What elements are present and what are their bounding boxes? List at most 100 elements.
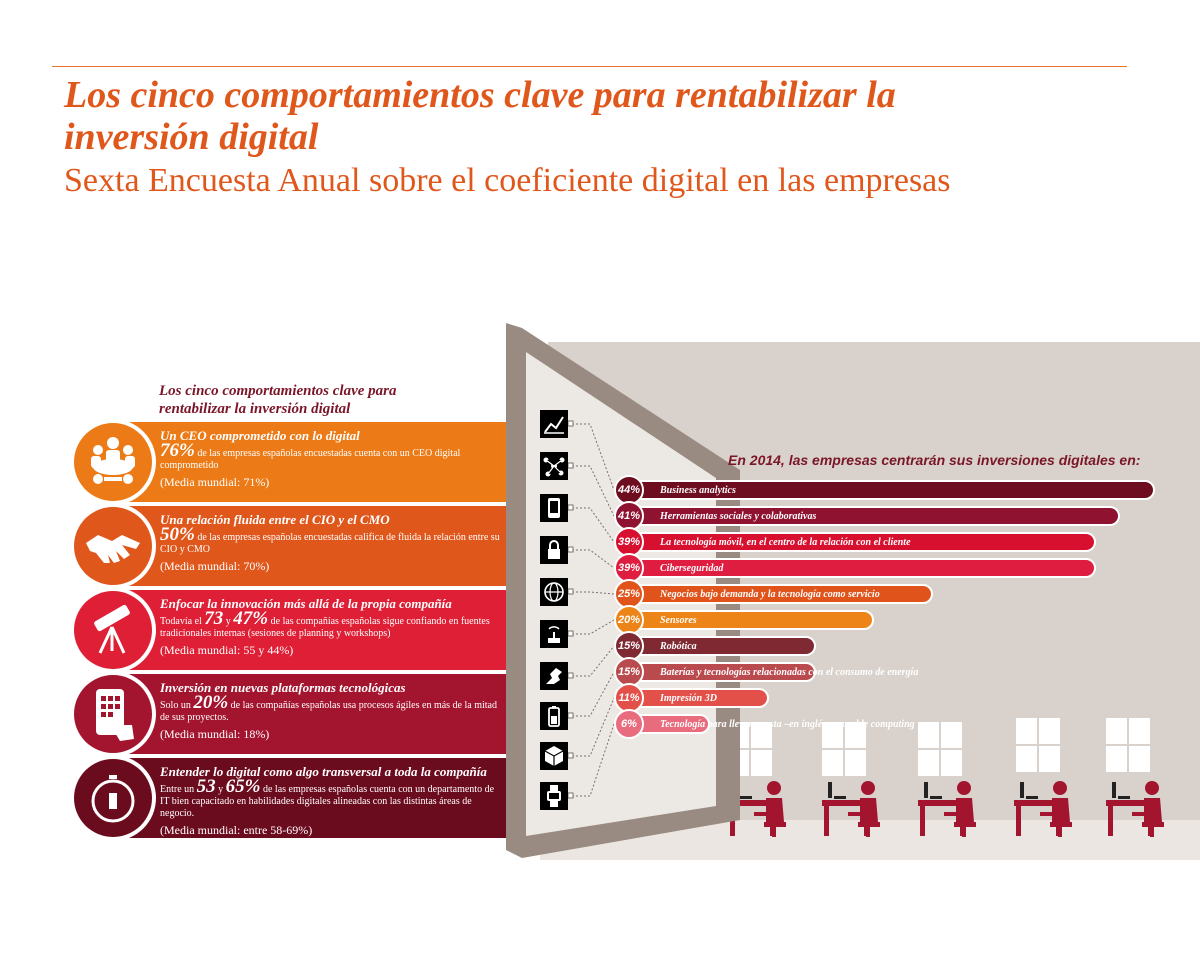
icon-connector-node: [567, 792, 574, 799]
bar-category-label: Tecnología para llevar puesta –en inglés…: [660, 719, 915, 730]
behavior-badge: [70, 755, 156, 841]
behavior-heading: Un CEO comprometido con lo digital: [160, 428, 360, 443]
behavior-media: (Media mundial: 18%): [160, 727, 270, 741]
globe-icon: [540, 578, 568, 606]
chart-title: En 2014, las empresas centrarán sus inve…: [728, 452, 1141, 468]
sensor-icon: [540, 620, 568, 648]
behavior-badge: [70, 419, 156, 505]
bar-category-label: Robótica: [660, 641, 697, 652]
icon-connector-line: [568, 723, 615, 797]
behavior-text: Entre un 53 y 65% de las empresas españo…: [160, 776, 495, 819]
behavior-row: Enfocar la innovación más allá de la pro…: [70, 587, 516, 673]
line-chart-icon: [540, 410, 568, 438]
icon-connector-line: [568, 465, 615, 517]
icon-connector-line: [568, 507, 615, 543]
bar-value-label: 39%: [614, 553, 644, 583]
behavior-value: 73: [204, 608, 224, 629]
bar-category-label: Business analytics: [660, 485, 736, 496]
office-worker: [918, 781, 976, 837]
behavior-row: Una relación fluida entre el CIO y el CM…: [70, 503, 516, 589]
behavior-heading: Entender lo digital como algo transversa…: [160, 764, 487, 779]
behavior-badge: [70, 503, 156, 589]
bar-value-label: 6%: [614, 709, 644, 739]
chart-bar: Baterías y tecnologías relacionadas con …: [640, 662, 918, 682]
icon-connector-line: [568, 645, 615, 677]
behavior-band: [116, 758, 516, 838]
bar-category-label: La tecnología móvil, en el centro de la …: [660, 537, 911, 548]
behavior-text: Todavía el 73 y 47% de las compañías esp…: [160, 608, 490, 639]
bar-category-label: Ciberseguridad: [660, 563, 724, 574]
office-window: [918, 722, 962, 776]
behaviors-title: Los cinco comportamientos clave para ren…: [159, 383, 397, 417]
chart-bar: Business analytics: [640, 480, 1155, 500]
icon-connector-node: [567, 420, 574, 427]
behavior-band: [116, 590, 516, 670]
chart-bar: Negocios bajo demanda y la tecnología co…: [640, 584, 933, 604]
chart-bar: Herramientas sociales y colaborativas: [640, 506, 1120, 526]
icon-connector-line: [568, 697, 615, 757]
bar-category-label: Baterías y tecnologías relacionadas con …: [660, 667, 919, 678]
chart-bar: Tecnología para llevar puesta –en inglés…: [640, 714, 915, 734]
bar-value-label: 15%: [614, 657, 644, 687]
behavior-band: [116, 674, 516, 754]
behavior-value-2: 65%: [225, 776, 261, 797]
office-windows: [728, 718, 1150, 776]
top-rule: [52, 66, 1127, 67]
behavior-row: Entender lo digital como algo transversa…: [70, 755, 516, 841]
behavior-media: (Media mundial: 55 y 44%): [160, 643, 294, 657]
icon-connector-node: [567, 462, 574, 469]
bar-category-label: Sensores: [660, 615, 697, 626]
behavior-badge: [70, 671, 156, 757]
behavior-badge: [70, 587, 156, 673]
behavior-heading: Una relación fluida entre el CIO y el CM…: [160, 512, 390, 527]
robot-arm-icon: [540, 662, 568, 690]
office-worker: [822, 781, 880, 837]
icon-connector-line: [568, 591, 615, 595]
office-window: [822, 722, 866, 776]
network-icon: [540, 452, 568, 480]
battery-icon: [540, 702, 568, 730]
icon-connector-line: [568, 423, 615, 491]
office-window: [1106, 718, 1150, 772]
behavior-media: (Media mundial: 70%): [160, 559, 270, 573]
bar-category-label: Negocios bajo demanda y la tecnología co…: [660, 589, 880, 600]
mobile-device-icon: [540, 494, 568, 522]
bar-value-label: 25%: [614, 579, 644, 609]
icon-connectors: [567, 420, 615, 799]
behavior-value: 76%: [160, 440, 195, 461]
icon-connector-node: [567, 630, 574, 637]
behavior-heading: Inversión en nuevas plataformas tecnológ…: [160, 680, 406, 695]
behavior-media: (Media mundial: 71%): [160, 475, 270, 489]
behavior-row: Inversión en nuevas plataformas tecnológ…: [70, 671, 516, 757]
icon-connector-node: [567, 752, 574, 759]
chart-bar: Ciberseguridad: [640, 558, 1097, 578]
behavior-band: [116, 422, 516, 502]
office-worker: [1106, 781, 1164, 837]
behavior-value: 53: [196, 776, 216, 797]
office-workers: [728, 781, 1164, 837]
behavior-heading: Enfocar la innovación más allá de la pro…: [160, 596, 452, 611]
bar-value-label: 44%: [614, 475, 644, 505]
behavior-value: 20%: [193, 692, 229, 713]
behavior-text: 50% de las empresas españolas encuestada…: [160, 524, 500, 555]
icon-connector-node: [567, 672, 574, 679]
chart-bar: Sensores: [640, 610, 875, 630]
icon-connector-node: [567, 504, 574, 511]
chart-bar: Robótica: [640, 636, 816, 656]
chart-bar: La tecnología móvil, en el centro de la …: [640, 532, 1097, 552]
page-subtitle: Sexta Encuesta Anual sobre el coeficient…: [64, 162, 951, 199]
icon-connector-line: [568, 619, 615, 635]
bar-category-label: Herramientas sociales y colaborativas: [660, 511, 817, 522]
icon-connector-line: [568, 671, 615, 717]
office-worker: [1014, 781, 1072, 837]
office-window: [1016, 718, 1060, 772]
icon-connector-line: [568, 549, 615, 569]
icon-connector-node: [567, 712, 574, 719]
behavior-row: Un CEO comprometido con lo digital 76% de…: [70, 419, 516, 505]
wearable-watch-icon: [540, 782, 568, 810]
chart-bar: Impresión 3D: [640, 688, 769, 708]
behavior-value-2: 47%: [233, 608, 269, 629]
page-title: Los cinco comportamientos clave para ren…: [64, 74, 896, 158]
cube-icon: [540, 742, 568, 770]
padlock-icon: [540, 536, 568, 564]
